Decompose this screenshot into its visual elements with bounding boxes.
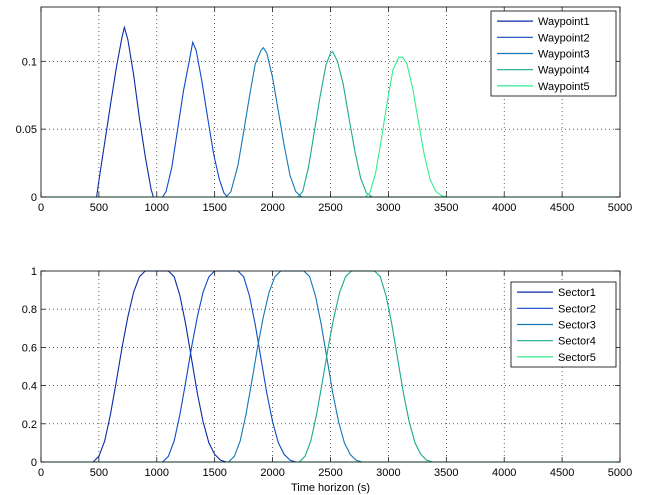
x-tick-label: 3500 [434,467,458,479]
y-tick-label: 1 [31,266,37,278]
x-tick-label: 5000 [608,202,632,214]
chart-sectors: 0 500 1000 1500 2000 2500 3000 3500 4000 4500 5000… [22,266,633,494]
x-tick-label: 5000 [608,467,632,479]
x-tick-label: 1000 [145,467,169,479]
y-tick-label: 0 [31,192,37,204]
legend-label: Sector2 [558,303,596,315]
legend-label: Waypoint4 [538,65,590,77]
legend-label: Sector4 [558,336,596,348]
x-tick-label: 2000 [260,202,284,214]
x-tick-label: 1500 [202,202,226,214]
x-tick-label: 4500 [550,202,574,214]
y-tick-label: 0.4 [22,381,37,393]
x-tick-label: 500 [90,202,108,214]
x-tick-label: 4000 [492,202,516,214]
x-tick-label: 0 [38,202,44,214]
x-tick-label: 2500 [318,202,342,214]
legend: Waypoint1 Waypoint2 Waypoint3 Waypoint4 Wayp… [490,10,617,97]
x-tick-label: 1500 [202,467,226,479]
x-tick-label: 3000 [376,467,400,479]
x-axis-label: Time horizon (s) [291,482,370,494]
x-tick-label: 2500 [318,467,342,479]
series-line [41,46,620,198]
legend-label: Waypoint3 [538,49,590,61]
x-tick-label: 0 [38,467,44,479]
legend-label: Waypoint1 [538,16,590,28]
legend-label: Sector3 [558,320,596,332]
x-tick-label: 3000 [376,202,400,214]
series-line [41,25,620,198]
legend-label: Sector5 [558,352,596,364]
chart-waypoints: 0 500 1000 1500 2000 2500 3000 3500 4000 4500 5000… [16,6,632,214]
legend-label: Sector1 [558,287,596,299]
series-line [41,56,620,198]
y-tick-label: 0.2 [22,419,37,431]
y-tick-label: 0.1 [22,56,37,68]
y-tick-label: 0.05 [16,124,37,136]
y-tick-label: 0 [31,457,37,469]
x-tick-label: 4000 [492,467,516,479]
x-tick-label: 3500 [434,202,458,214]
y-tick-label: 0.6 [22,342,37,354]
x-tick-label: 2000 [260,467,284,479]
legend-label: Waypoint5 [538,81,590,93]
x-tick-label: 4500 [550,467,574,479]
legend: Sector1 Sector2 Sector3 Sector4 Sector5 [510,281,617,368]
y-tick-label: 0.8 [22,304,37,316]
x-tick-label: 500 [90,467,108,479]
x-tick-label: 1000 [145,202,169,214]
series-line [41,40,620,198]
legend-label: Waypoint2 [538,32,590,44]
series-line [41,51,620,198]
